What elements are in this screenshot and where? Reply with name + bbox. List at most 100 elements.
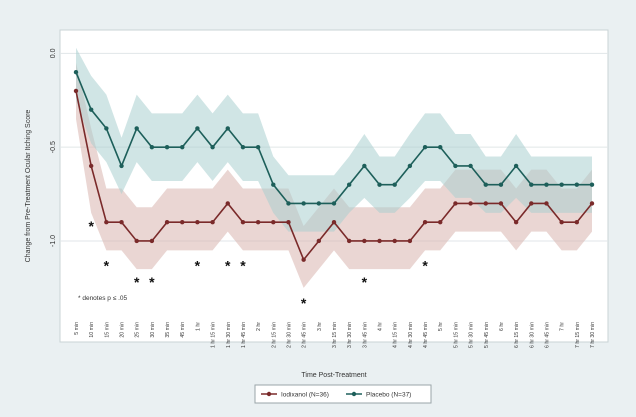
significance-star: *	[225, 257, 231, 273]
x-tick-label: 2 hr	[256, 322, 262, 331]
data-point	[195, 126, 200, 131]
data-point	[529, 201, 534, 206]
data-point	[346, 238, 352, 244]
data-point	[301, 257, 306, 262]
y-tick-label: -1.0	[50, 235, 57, 247]
y-axis-label: Change from Pre-Treatment Ocular Itching…	[25, 110, 32, 263]
x-tick-label: 25 min	[135, 322, 141, 338]
data-point	[149, 238, 155, 244]
x-tick-label: 2 hr 45 min	[302, 322, 308, 348]
data-point	[316, 238, 322, 244]
legend-item-placebo[interactable]: Placebo (N=37)	[346, 392, 411, 399]
confidence-bands	[76, 47, 592, 288]
data-point	[407, 238, 413, 244]
data-point	[513, 163, 519, 169]
data-point	[544, 182, 549, 187]
data-point	[589, 201, 595, 206]
x-tick-label: 1 hr 45 min	[241, 322, 247, 348]
legend-item-iodixanol[interactable]: Iodixanol (N=36)	[261, 392, 329, 399]
data-point	[210, 144, 215, 150]
x-tick-labels: 5 min 10 min 15 min 20 min 25 min 30 min 35 mi…	[74, 322, 596, 348]
legend-label-placebo: Placebo (N=37)	[366, 392, 411, 399]
x-tick-label: 4 hr 30 min	[408, 322, 414, 348]
data-point	[134, 126, 139, 131]
x-tick-label: 3 hr 30 min	[347, 322, 353, 348]
series-points	[73, 69, 595, 262]
data-point	[286, 220, 291, 225]
data-point	[104, 220, 109, 225]
data-point	[529, 182, 534, 187]
x-tick-label: 4 hr 45 min	[423, 322, 429, 348]
significance-star: *	[104, 257, 110, 273]
x-tick-label: 5 min	[74, 322, 80, 335]
data-point	[453, 201, 458, 206]
data-point	[271, 220, 276, 225]
data-point	[119, 220, 124, 225]
x-tick-label: 1 hr 30 min	[226, 322, 232, 348]
data-point	[392, 238, 397, 244]
data-point	[271, 182, 276, 187]
data-point	[498, 182, 504, 187]
x-tick-label: 15 min	[104, 322, 110, 338]
y-tick-label: 0.0	[50, 48, 57, 58]
data-point	[195, 220, 200, 225]
y-tick-labels: 0.0 -0.5 -1.0	[50, 48, 57, 247]
data-point	[362, 238, 367, 244]
significance-star: *	[88, 218, 94, 234]
data-point	[346, 182, 352, 187]
data-point	[225, 126, 230, 131]
x-tick-label: 3 hr 45 min	[362, 322, 368, 348]
x-tick-label: 6 hr 45 min	[544, 322, 550, 348]
data-point	[559, 220, 564, 225]
x-tick-label: 35 min	[165, 322, 171, 338]
x-tick-label: 30 min	[150, 322, 156, 338]
x-tick-label: 5 hr	[438, 322, 444, 331]
data-point	[574, 220, 580, 225]
data-point	[316, 201, 322, 206]
x-tick-label: 7 hr 30 min	[590, 322, 596, 348]
data-point	[498, 201, 504, 206]
data-point	[164, 144, 170, 150]
legend-label-iodixanol: Iodixanol (N=36)	[281, 392, 329, 399]
significance-markers: * * * * * * * * * *	[88, 218, 428, 311]
data-point	[407, 163, 413, 169]
data-point	[513, 220, 519, 225]
data-point	[468, 201, 473, 206]
legend-box	[254, 384, 432, 404]
significance-star: *	[134, 274, 140, 290]
significance-star: *	[422, 257, 428, 273]
data-point	[164, 220, 170, 225]
data-point	[88, 107, 94, 112]
x-tick-label: 2 hr 30 min	[286, 322, 292, 348]
x-tick-label: 3 hr 15 min	[332, 322, 338, 348]
data-point	[210, 220, 215, 225]
data-point	[119, 163, 124, 169]
data-point	[225, 201, 230, 206]
x-tick-label: 1 hr	[195, 322, 201, 331]
data-point	[589, 182, 595, 187]
x-tick-label: 4 hr 15 min	[393, 322, 399, 348]
data-point	[468, 163, 473, 169]
legend-marker-placebo	[351, 391, 357, 397]
legend-marker-iodixanol	[266, 391, 272, 397]
significance-star: *	[362, 274, 368, 290]
confidence-band-1	[76, 47, 592, 232]
significance-star: *	[240, 257, 246, 273]
data-point	[377, 238, 382, 244]
data-point	[392, 182, 397, 187]
confidence-band-0	[76, 62, 592, 288]
x-axis-label: Time Post-Treatment	[301, 372, 366, 379]
data-point	[180, 220, 185, 225]
x-tick-label: 5 hr 45 min	[484, 322, 490, 348]
x-tick-label: 7 hr 15 min	[575, 322, 581, 348]
data-point	[544, 201, 549, 206]
data-point	[180, 144, 185, 150]
x-tick-label: 2 hr 15 min	[271, 322, 277, 348]
significance-star: *	[149, 274, 155, 290]
data-point	[286, 201, 291, 206]
data-point	[134, 238, 139, 244]
data-point	[331, 201, 337, 206]
data-point	[453, 163, 458, 169]
data-point	[574, 182, 580, 187]
